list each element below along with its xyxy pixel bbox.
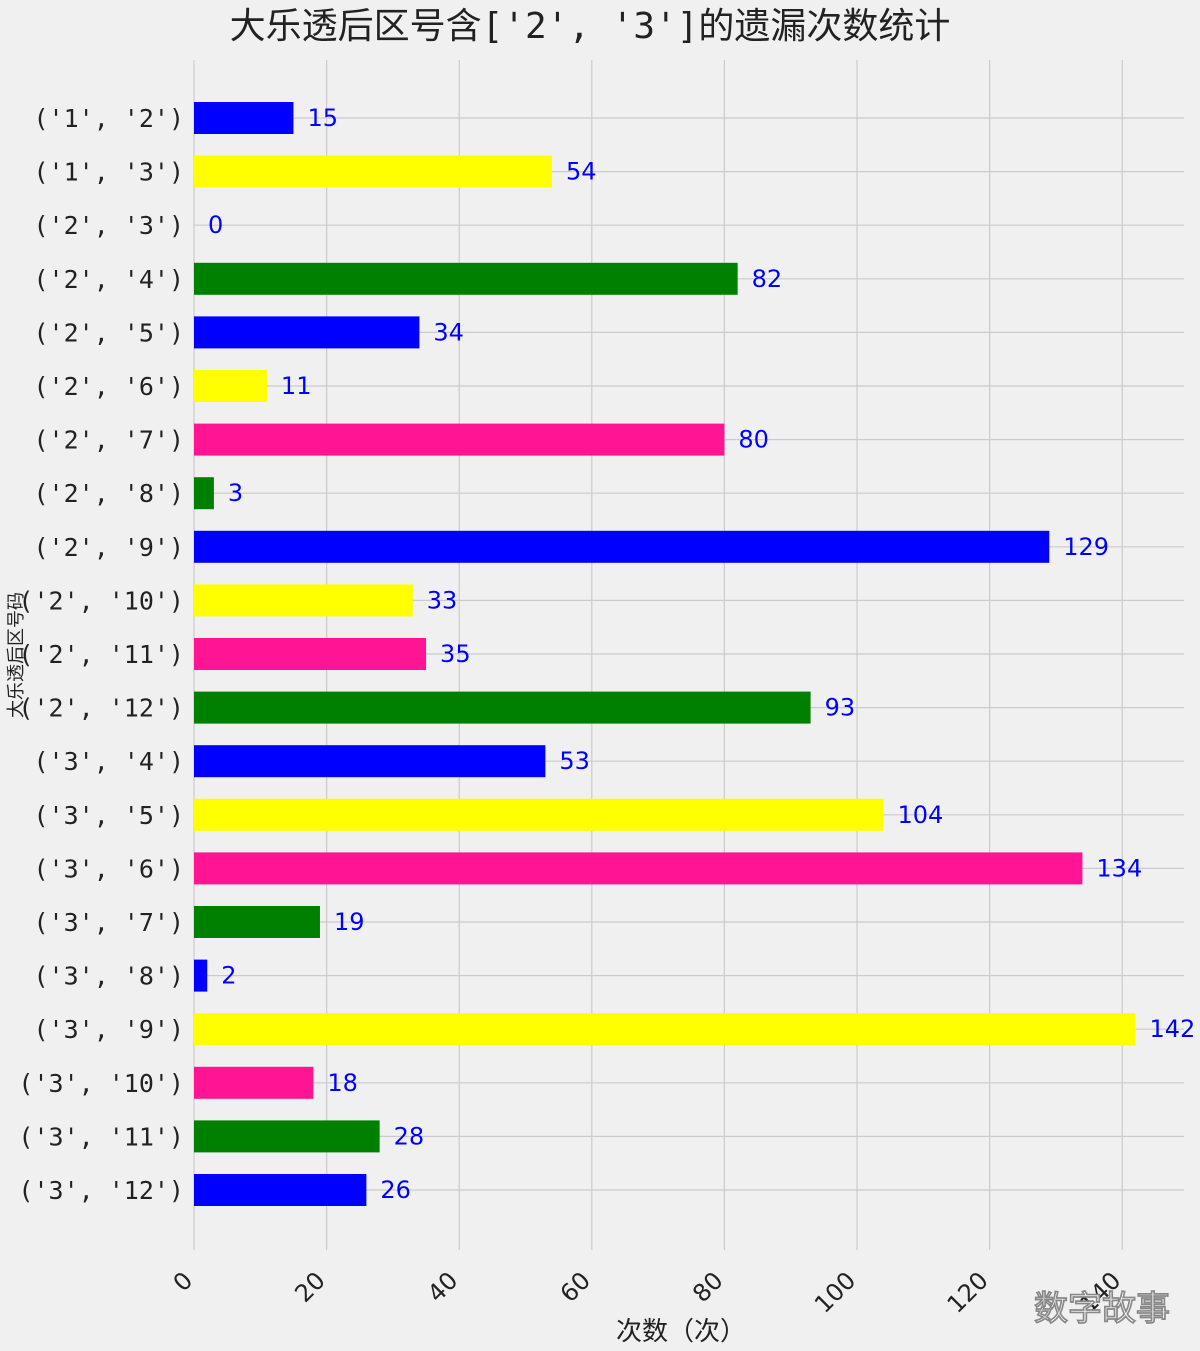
- bar: [194, 852, 1083, 885]
- bar-value-label: 134: [1096, 854, 1142, 882]
- bar: [194, 584, 413, 617]
- bar: [194, 798, 884, 831]
- y-tick-label: ('1', '2'): [33, 104, 184, 133]
- bar: [194, 262, 738, 295]
- y-tick-label: ('1', '3'): [33, 158, 184, 187]
- y-tick-label: ('3', '4'): [33, 747, 184, 776]
- bar: [194, 1066, 314, 1099]
- y-tick-label: ('2', '10'): [18, 586, 184, 615]
- x-tick-label: 120: [942, 1266, 994, 1318]
- bar: [194, 638, 427, 670]
- bar-value-label: 3: [228, 479, 243, 507]
- x-tick-label: 60: [555, 1266, 596, 1307]
- bar: [194, 155, 553, 188]
- y-tick-label: ('3', '6'): [33, 854, 184, 883]
- bar-value-label: 18: [327, 1069, 358, 1097]
- bar-value-label: 26: [380, 1176, 411, 1204]
- bar: [194, 906, 320, 938]
- bar-value-label: 19: [334, 908, 365, 936]
- y-tick-label: ('2', '3'): [33, 211, 184, 240]
- bar-value-label: 129: [1063, 533, 1109, 561]
- y-tick-label: ('2', '4'): [33, 265, 184, 294]
- bar-value-label: 53: [559, 747, 590, 775]
- y-tick-label: ('3', '5'): [33, 801, 184, 830]
- y-tick-label: ('2', '11'): [18, 640, 184, 669]
- y-tick-label: ('2', '7'): [33, 426, 184, 455]
- bar: [194, 423, 725, 456]
- x-tick-label: 100: [809, 1266, 861, 1318]
- x-tick-label: 80: [687, 1266, 728, 1307]
- y-tick-label: ('3', '10'): [18, 1069, 184, 1098]
- y-tick-label: ('2', '9'): [33, 533, 184, 562]
- bar: [194, 370, 267, 402]
- x-tick-labels: 0 20 40 60 80 100 120 140: [168, 1266, 1127, 1318]
- bar: [194, 959, 208, 992]
- bar: [194, 745, 546, 778]
- bar-value-label: 0: [208, 211, 223, 239]
- bar-value-label: 33: [427, 586, 458, 614]
- chart-title: 大乐透后区号含['2', '3']的遗漏次数统计: [230, 6, 951, 47]
- y-tick-label: ('3', '12'): [18, 1176, 184, 1205]
- y-tick-label: ('3', '9'): [33, 1015, 184, 1044]
- y-tick-label: ('2', '5'): [33, 318, 184, 347]
- bar-value-label: 35: [440, 640, 471, 668]
- bar: [194, 1174, 367, 1206]
- y-tick-label: ('2', '12'): [18, 694, 184, 723]
- bar-value-label: 142: [1149, 1015, 1195, 1043]
- bar: [194, 477, 214, 510]
- bar-value-label: 80: [738, 426, 769, 454]
- bars: [194, 102, 1136, 1206]
- bar: [194, 530, 1050, 563]
- bar-value-label: 93: [825, 694, 856, 722]
- y-tick-labels: ('1', '2') ('1', '3') ('2', '3') ('2', '4')…: [18, 104, 184, 1205]
- watermark: 数字故事: [1034, 1289, 1170, 1329]
- bar: [194, 691, 811, 724]
- y-tick-label: ('2', '6'): [33, 372, 184, 401]
- y-axis-label: 大乐透后区号码: [6, 592, 27, 718]
- bar: [194, 102, 294, 134]
- y-tick-label: ('3', '8'): [33, 962, 184, 991]
- bar-value-label: 2: [221, 962, 236, 990]
- bar-value-label: 28: [394, 1122, 425, 1150]
- y-tick-label: ('3', '7'): [33, 908, 184, 937]
- x-tick-label: 0: [168, 1266, 199, 1297]
- bar-value-label: 11: [281, 372, 312, 400]
- data-labels: 15 54 0 82 34 11 80 3 129 33 35 93 53 104 134 19 2 142 18 2…: [208, 104, 1195, 1204]
- bar-value-label: 82: [752, 265, 783, 293]
- bar-value-label: 15: [307, 104, 338, 132]
- x-tick-label: 20: [289, 1266, 330, 1307]
- bar: [194, 1120, 380, 1153]
- x-axis-label: 次数（次）: [616, 1317, 746, 1347]
- y-tick-label: ('2', '8'): [33, 479, 184, 508]
- bar: [194, 1013, 1136, 1046]
- bar-value-label: 54: [566, 158, 597, 186]
- y-tick-label: ('3', '11'): [18, 1122, 184, 1151]
- x-tick-label: 40: [422, 1266, 463, 1307]
- bar-value-label: 34: [433, 318, 464, 346]
- bar: [194, 316, 420, 349]
- bar-value-label: 104: [898, 801, 944, 829]
